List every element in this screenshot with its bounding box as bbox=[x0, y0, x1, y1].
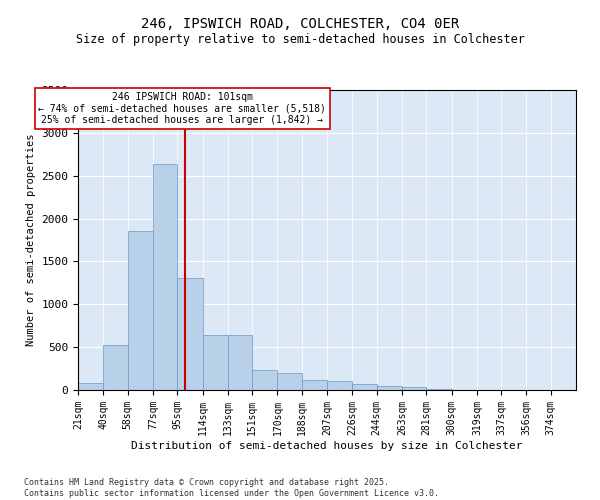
Bar bbox=[203, 335, 228, 390]
Bar bbox=[426, 389, 452, 390]
Bar bbox=[252, 370, 277, 390]
Bar bbox=[302, 380, 327, 390]
Text: Size of property relative to semi-detached houses in Colchester: Size of property relative to semi-detach… bbox=[76, 32, 524, 46]
Bar bbox=[352, 384, 377, 390]
Bar bbox=[228, 335, 252, 390]
Text: 246, IPSWICH ROAD, COLCHESTER, CO4 0ER: 246, IPSWICH ROAD, COLCHESTER, CO4 0ER bbox=[141, 18, 459, 32]
Bar bbox=[103, 344, 128, 390]
Bar bbox=[78, 383, 103, 390]
Text: Contains HM Land Registry data © Crown copyright and database right 2025.
Contai: Contains HM Land Registry data © Crown c… bbox=[24, 478, 439, 498]
Bar bbox=[402, 388, 426, 390]
Bar bbox=[277, 373, 302, 390]
Bar bbox=[153, 164, 177, 390]
Text: 246 IPSWICH ROAD: 101sqm
← 74% of semi-detached houses are smaller (5,518)
25% o: 246 IPSWICH ROAD: 101sqm ← 74% of semi-d… bbox=[38, 92, 326, 125]
Bar bbox=[327, 382, 352, 390]
X-axis label: Distribution of semi-detached houses by size in Colchester: Distribution of semi-detached houses by … bbox=[131, 440, 523, 450]
Bar bbox=[177, 278, 203, 390]
Bar bbox=[377, 386, 402, 390]
Bar bbox=[128, 232, 153, 390]
Y-axis label: Number of semi-detached properties: Number of semi-detached properties bbox=[26, 134, 36, 346]
